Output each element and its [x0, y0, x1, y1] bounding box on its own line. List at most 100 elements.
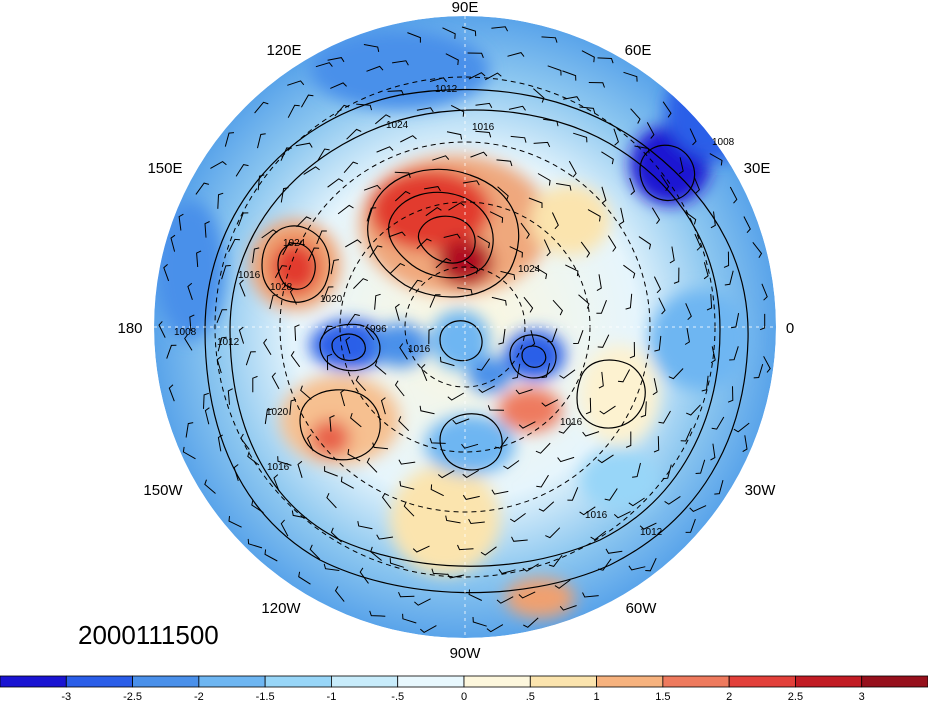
wind-barb	[640, 401, 647, 418]
wind-barb	[537, 173, 551, 186]
wind-barb	[366, 207, 377, 222]
wind-barb	[347, 449, 361, 462]
wind-barb	[163, 264, 170, 282]
lon-label-60w: 60W	[626, 600, 658, 617]
wind-barb	[503, 460, 520, 470]
wind-barb	[329, 415, 335, 432]
wind-barb	[185, 422, 194, 438]
wind-barb	[556, 183, 572, 191]
wind-barb	[662, 101, 672, 118]
wind-barb	[599, 405, 616, 415]
wind-barb	[247, 538, 263, 549]
wind-barb	[257, 174, 265, 191]
wind-barb	[355, 375, 367, 392]
wind-barb	[462, 180, 480, 186]
wind-barb	[520, 222, 530, 239]
wind-barb	[300, 385, 312, 400]
colorbar-box	[331, 675, 399, 688]
wind-barb	[634, 145, 650, 154]
wind-barb	[596, 274, 602, 292]
wind-barb	[217, 434, 223, 452]
wind-barb	[523, 296, 534, 313]
isobar-label: 1024	[518, 264, 541, 275]
wind-barb	[224, 132, 235, 147]
wind-barb	[204, 407, 210, 425]
wind-barb	[216, 309, 228, 323]
wind-barb	[533, 141, 551, 148]
wind-barb	[547, 65, 562, 76]
wind-barb	[235, 164, 249, 177]
wind-barb	[727, 386, 734, 403]
wind-barb	[316, 230, 327, 245]
wind-barb	[709, 153, 723, 166]
wind-barb	[238, 326, 245, 344]
wind-barb	[468, 518, 485, 525]
lon-label-120w: 120W	[261, 600, 301, 617]
wind-barb	[685, 518, 696, 533]
colorbar-tick-label: 2	[726, 691, 732, 702]
wind-barb	[245, 351, 256, 366]
wind-barb	[462, 494, 480, 500]
wind-barb	[300, 94, 314, 108]
wind-barb	[478, 385, 495, 394]
wind-barb	[257, 133, 266, 149]
wind-barb	[761, 283, 768, 301]
isobar-label: 1012	[435, 84, 458, 95]
wind-barb	[604, 488, 618, 501]
wind-barb	[512, 363, 521, 379]
wind-barb	[381, 492, 392, 509]
wind-barb	[394, 303, 400, 321]
wind-barb	[435, 257, 452, 269]
colorbar-tick-label: -1	[327, 691, 337, 702]
wind-barb	[254, 101, 269, 114]
wind-barb	[431, 568, 448, 575]
wind-barb	[327, 178, 344, 188]
wind-barb	[392, 60, 409, 66]
wind-barb	[723, 251, 730, 268]
wind-barb	[475, 102, 493, 109]
wind-barb	[484, 72, 502, 81]
wind-barb	[597, 558, 612, 571]
wind-barb	[518, 421, 536, 429]
wind-barb	[598, 371, 604, 389]
wind-barb	[296, 216, 312, 228]
wind-barb	[468, 589, 483, 601]
wind-barb	[217, 192, 224, 209]
colorbar-box	[264, 675, 332, 688]
wind-barb	[294, 324, 300, 341]
wind-barb	[543, 118, 559, 127]
colorbar-box	[0, 675, 67, 688]
isobar-label: 1012	[217, 337, 240, 348]
wind-barb	[581, 50, 595, 63]
wind-barb	[370, 546, 382, 561]
colorbar-box	[596, 675, 664, 688]
wind-barb	[394, 190, 411, 202]
wind-barb	[528, 197, 543, 208]
wind-barb	[628, 497, 645, 507]
isobar-label: 1008	[174, 327, 197, 338]
wind-barb	[170, 234, 176, 252]
wind-barb	[264, 549, 278, 562]
wind-barb	[430, 484, 444, 497]
wind-barb	[605, 548, 623, 554]
wind-barb	[695, 459, 706, 474]
colorbar-box	[728, 675, 796, 688]
wind-barb	[195, 182, 210, 195]
colorbar-tick-label: 2.5	[788, 691, 803, 702]
wind-barb	[419, 405, 435, 415]
wind-barb	[729, 346, 739, 361]
wind-barb	[166, 344, 177, 359]
wind-barb	[623, 264, 636, 279]
isobar-label: 1024	[283, 238, 306, 249]
wind-barb	[289, 287, 297, 305]
wind-barb	[457, 287, 473, 295]
wind-barb	[326, 492, 337, 509]
wind-barb	[733, 422, 750, 433]
wind-barb	[706, 293, 713, 311]
wind-barb	[330, 527, 342, 543]
wind-barb	[446, 131, 463, 140]
wind-barb	[429, 294, 441, 308]
colorbar: -3 -2.5 -2 -1.5 -1 -.5 0 .5 1 1.5 2 2.5 3	[0, 675, 928, 702]
wind-barb	[639, 522, 657, 530]
wind-barb	[357, 521, 373, 530]
